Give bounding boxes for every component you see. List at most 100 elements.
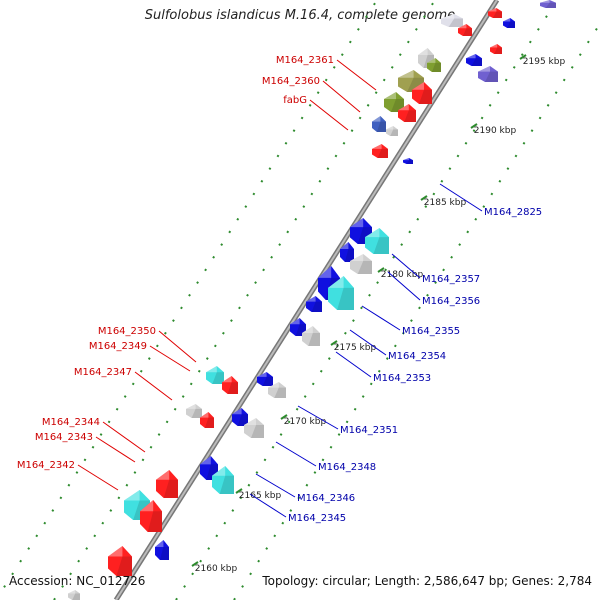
label-leader-line <box>335 351 372 378</box>
gene-arrow <box>372 116 386 132</box>
scale-tick-label: 2160 kbp <box>195 564 238 574</box>
gene-arrow <box>257 372 273 386</box>
dotted-guide-line <box>0 0 378 596</box>
reverse-gene-label: M164_2356 <box>422 296 480 307</box>
scale-tick-label: 2170 kbp <box>284 417 327 427</box>
label-leader-line <box>309 99 349 131</box>
scale-tick-label: 2195 kbp <box>523 57 566 67</box>
gene-arrow <box>340 242 354 262</box>
gene-arrow <box>124 490 150 520</box>
scale-tick-label: 2185 kbp <box>424 198 467 208</box>
scale-tick-mark <box>191 561 199 567</box>
reverse-gene-label: M164_2346 <box>297 493 355 504</box>
scale-tick-label: 2190 kbp <box>474 126 517 136</box>
label-leader-line <box>255 473 296 498</box>
gene-arrow <box>412 82 432 104</box>
gene-arrow <box>372 144 388 158</box>
scale-tick-label: 2180 kbp <box>381 270 424 280</box>
gene-arrow <box>108 546 132 576</box>
forward-gene-label: M164_2343 <box>35 432 93 443</box>
label-leader-line <box>297 405 339 430</box>
gene-arrow <box>488 8 502 18</box>
label-leader-line <box>439 183 483 212</box>
dotted-guide-line <box>175 0 558 600</box>
label-leader-line <box>102 421 146 453</box>
gene-arrow <box>398 104 416 122</box>
reverse-gene-label: M164_2357 <box>422 274 480 285</box>
scale-tick-mark <box>519 54 527 60</box>
gene-arrow <box>268 382 286 398</box>
reverse-gene-label: M164_2825 <box>484 207 542 218</box>
reverse-gene-label: M164_2351 <box>340 425 398 436</box>
gene-arrow <box>540 0 556 8</box>
scale-tick-label: 2165 kbp <box>239 491 282 501</box>
reverse-gene-label: M164_2348 <box>318 462 376 473</box>
label-leader-line <box>322 80 361 113</box>
label-leader-line <box>361 305 401 331</box>
gene-arrow <box>156 470 178 498</box>
forward-gene-label: M164_2361 <box>276 55 334 66</box>
forward-gene-label: fabG <box>283 95 307 106</box>
forward-gene-label: M164_2347 <box>74 367 132 378</box>
forward-gene-label: M164_2350 <box>98 326 156 337</box>
accession-text: Accession: NC_012726 <box>9 574 146 588</box>
forward-gene-label: M164_2342 <box>17 460 75 471</box>
label-leader-line <box>134 371 173 401</box>
gene-arrow <box>386 126 398 136</box>
reverse-gene-label: M164_2353 <box>373 373 431 384</box>
label-leader-line <box>249 493 287 518</box>
gene-arrow <box>140 500 162 532</box>
label-leader-line <box>391 253 421 279</box>
map-title: Sulfolobus islandicus M.16.4, complete g… <box>144 8 456 23</box>
forward-gene-labels: M164_2361 M164_2360 fabG M164_2350 M164_2349… <box>17 55 377 491</box>
gene-arrow <box>490 44 502 54</box>
gene-arrow <box>427 58 441 72</box>
dotted-guide-line <box>53 0 436 600</box>
label-leader-line <box>95 436 136 463</box>
scale-ticks: 2160 kbp 2165 kbp 2170 kbp 2175 kbp 2180 kbp… <box>191 54 566 574</box>
reverse-gene-labels: M164_2825 M164_2357 M164_2356 M164_2355 M164… <box>249 183 542 524</box>
gene-arrow <box>186 404 202 418</box>
gene-arrow <box>200 412 214 428</box>
gene-arrow <box>306 296 322 312</box>
forward-gene-label: M164_2344 <box>42 417 100 428</box>
genome-summary-text: Topology: circular; Length: 2,586,647 bp… <box>262 574 592 588</box>
label-leader-line <box>77 464 119 491</box>
label-leader-line <box>349 329 387 356</box>
label-leader-line <box>336 59 377 91</box>
label-leader-line <box>149 345 191 372</box>
gene-arrow <box>403 158 413 164</box>
gene-features <box>68 0 556 600</box>
reverse-gene-label: M164_2354 <box>388 351 446 362</box>
gene-arrow <box>441 14 463 27</box>
gene-arrow <box>155 540 169 560</box>
gene-arrow <box>68 590 80 600</box>
gene-arrow <box>302 326 320 346</box>
gene-arrow <box>328 276 354 310</box>
gene-arrow <box>365 228 389 254</box>
reverse-gene-label: M164_2345 <box>288 513 346 524</box>
gene-arrow <box>206 366 224 384</box>
gene-arrow <box>478 66 498 82</box>
gene-arrow <box>503 18 515 28</box>
gene-arrow <box>458 24 472 36</box>
scale-tick-mark <box>235 488 243 494</box>
scale-tick-mark <box>420 195 428 201</box>
scale-tick-mark <box>330 340 338 346</box>
gene-arrow <box>200 456 218 480</box>
gene-arrow <box>232 408 248 426</box>
gene-arrow <box>466 54 482 66</box>
scale-tick-mark <box>470 123 478 129</box>
forward-gene-label: M164_2349 <box>89 341 147 352</box>
gene-arrow <box>244 418 264 438</box>
gene-arrow <box>350 254 372 274</box>
gene-arrow <box>290 318 306 336</box>
forward-gene-label: M164_2360 <box>262 76 320 87</box>
gene-arrow <box>222 376 238 394</box>
scale-tick-label: 2175 kbp <box>334 343 377 353</box>
scale-tick-mark <box>280 414 288 420</box>
gene-arrow <box>212 466 234 494</box>
label-leader-line <box>275 441 317 467</box>
